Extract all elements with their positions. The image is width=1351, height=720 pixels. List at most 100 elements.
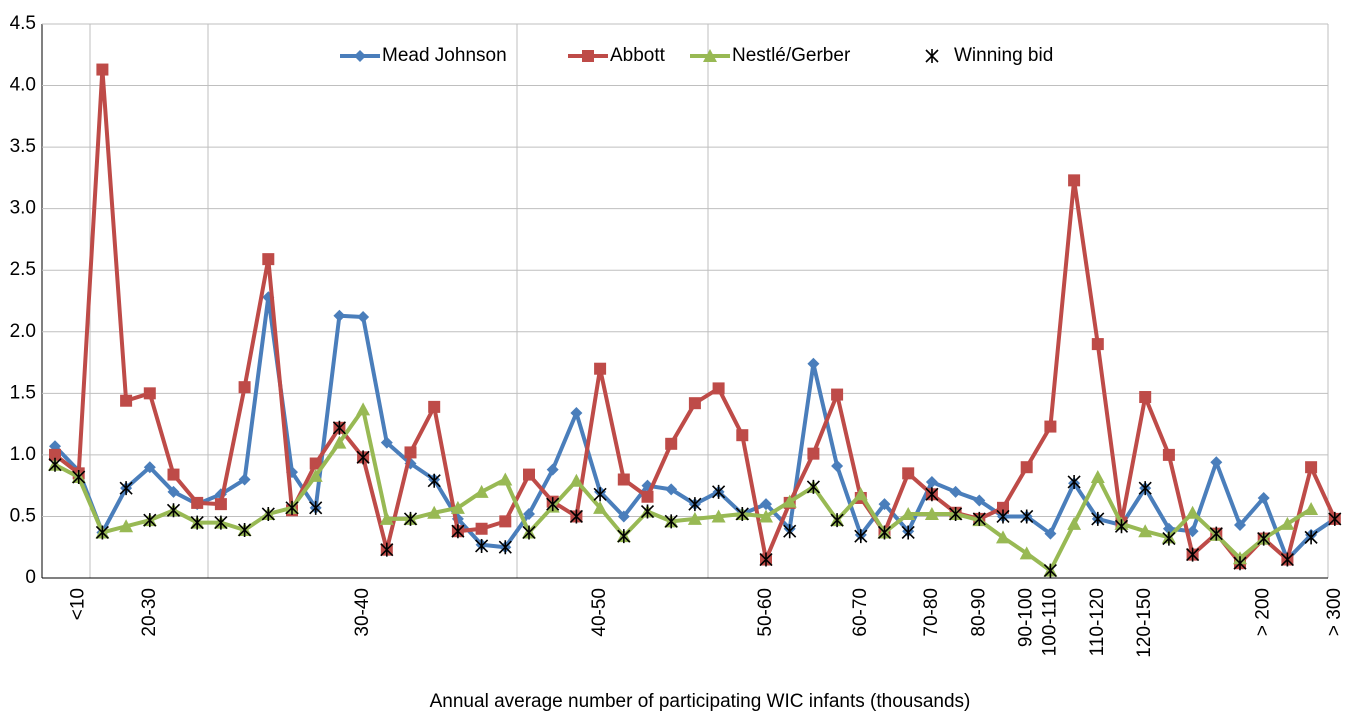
series-line	[54, 407, 1313, 573]
x-tick-label: 100-110	[1039, 588, 1060, 656]
marker	[332, 420, 346, 435]
marker	[617, 529, 631, 544]
marker	[143, 461, 156, 474]
marker	[665, 483, 678, 496]
marker	[570, 407, 583, 420]
marker	[996, 530, 1010, 544]
x-tick-label: 80-90	[968, 588, 989, 637]
marker	[523, 468, 535, 481]
legend-item: Abbott	[568, 45, 666, 66]
marker	[380, 542, 394, 557]
marker	[1138, 481, 1152, 496]
x-tick-label: 40-50	[589, 588, 610, 637]
marker	[1280, 516, 1295, 530]
marker	[214, 498, 227, 511]
marker	[593, 487, 607, 502]
y-tick-label: 3.5	[10, 136, 36, 157]
marker	[404, 446, 417, 459]
marker	[593, 500, 608, 514]
marker	[1044, 527, 1057, 540]
marker	[594, 362, 607, 375]
marker	[878, 498, 891, 511]
series	[48, 420, 1342, 578]
marker	[1068, 174, 1081, 187]
marker	[712, 484, 726, 499]
legend-marker	[582, 50, 594, 62]
marker	[96, 63, 109, 76]
legend-label: Nestlé/Gerber	[732, 45, 851, 66]
marker	[332, 435, 347, 449]
marker	[499, 515, 512, 528]
marker	[1020, 461, 1033, 474]
marker	[1091, 338, 1104, 351]
legend-marker	[354, 50, 366, 62]
marker	[712, 382, 725, 395]
y-tick-label: 1.0	[10, 444, 36, 465]
marker	[1234, 519, 1246, 532]
marker	[569, 473, 584, 487]
x-tick-label: 20-30	[139, 588, 160, 637]
marker	[498, 540, 512, 555]
marker	[546, 497, 560, 512]
x-tick-label: <10	[68, 588, 89, 620]
marker	[95, 525, 109, 540]
marker	[664, 514, 678, 529]
marker	[333, 309, 346, 322]
y-tick-label: 1.5	[10, 382, 36, 403]
marker	[427, 473, 441, 488]
marker	[1138, 524, 1153, 538]
marker	[167, 485, 180, 498]
marker	[308, 468, 323, 482]
marker	[759, 552, 773, 567]
y-tick-label: 2.5	[10, 259, 36, 280]
marker	[522, 525, 536, 540]
legend-item: Winning bid	[925, 45, 1053, 66]
x-tick-label: > 200	[1253, 588, 1274, 636]
y-tick-label: 3.0	[10, 198, 36, 219]
marker	[711, 509, 726, 523]
y-tick-label: 2.0	[10, 321, 36, 342]
y-tick-label: 0.5	[10, 505, 36, 526]
marker	[665, 437, 678, 450]
marker	[736, 429, 749, 442]
marker	[1139, 391, 1152, 404]
marker	[760, 498, 772, 511]
marker	[902, 467, 915, 480]
marker	[1019, 546, 1034, 560]
marker	[356, 450, 370, 465]
x-tick-label: 120-150	[1134, 588, 1155, 658]
marker	[617, 510, 630, 523]
marker	[498, 472, 513, 486]
x-tick-label: 90-100	[1016, 588, 1037, 647]
x-axis-title: Annual average number of participating W…	[430, 691, 971, 712]
marker	[617, 473, 630, 486]
marker	[119, 481, 133, 496]
marker	[120, 394, 133, 407]
marker	[640, 504, 655, 519]
vertical-grid	[89, 24, 1329, 578]
marker	[807, 447, 820, 460]
marker	[830, 513, 844, 528]
marker	[72, 470, 86, 485]
x-tick-label: 70-80	[921, 588, 942, 637]
marker	[1162, 531, 1176, 546]
marker	[807, 357, 820, 370]
marker	[972, 511, 986, 526]
legend-marker	[703, 49, 717, 62]
marker	[1044, 420, 1057, 433]
marker	[1186, 547, 1200, 562]
marker	[475, 538, 489, 553]
marker	[1067, 516, 1082, 530]
marker	[1091, 511, 1105, 526]
marker	[759, 509, 773, 523]
y-tick-label: 4.0	[10, 75, 36, 96]
x-tick-label: 30-40	[352, 588, 373, 637]
marker	[783, 524, 797, 539]
marker	[1090, 470, 1105, 484]
marker	[782, 494, 797, 508]
y-tick-label: 0	[25, 567, 36, 588]
marker	[261, 506, 275, 521]
marker	[546, 463, 559, 476]
marker	[474, 484, 489, 498]
